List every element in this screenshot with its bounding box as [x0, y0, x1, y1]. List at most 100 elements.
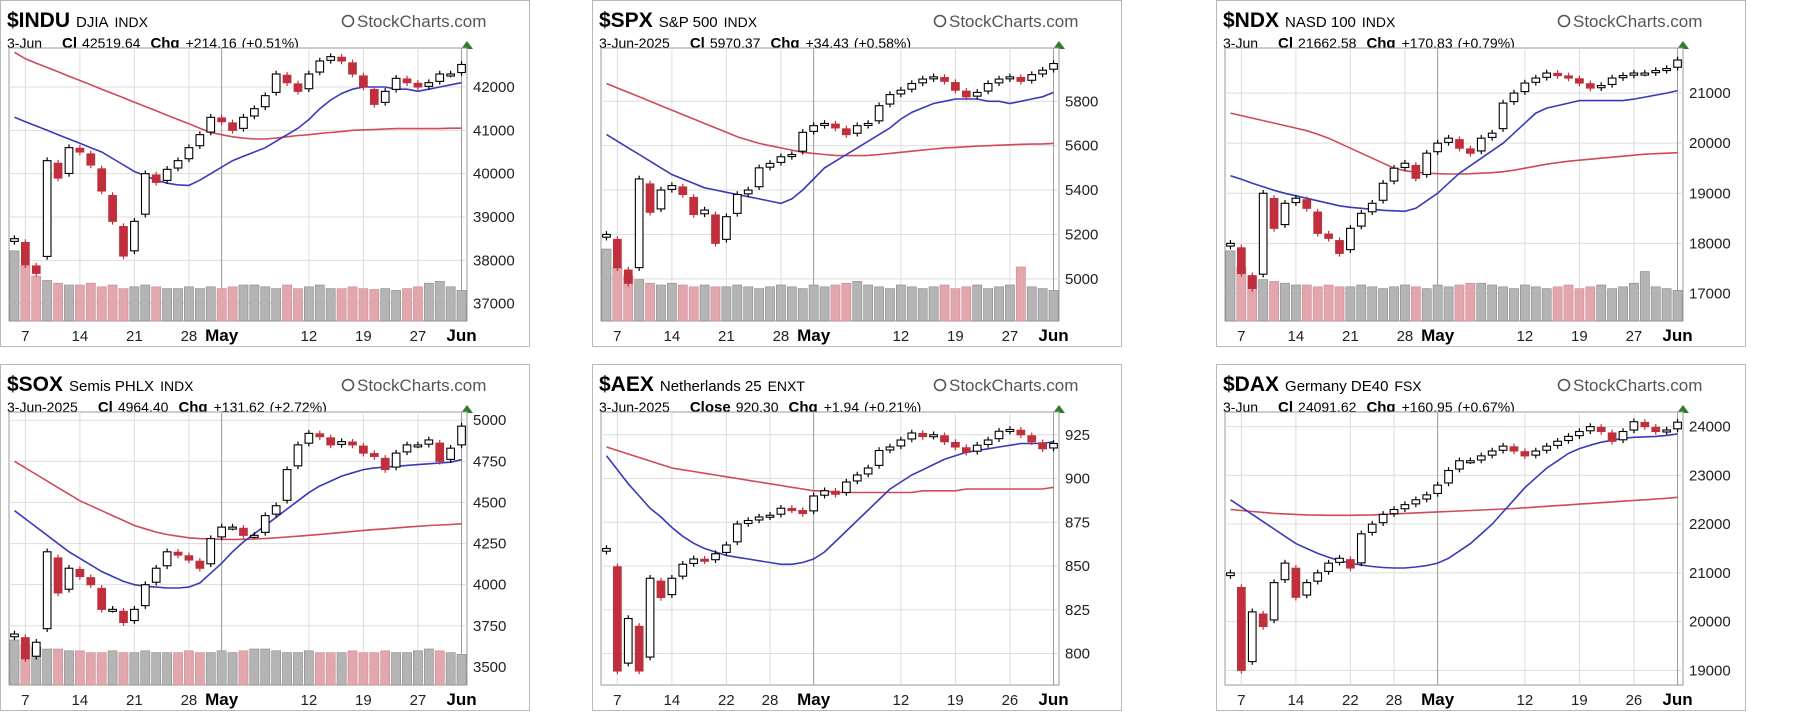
volume-bar [118, 288, 129, 322]
candle [260, 92, 270, 110]
title-symbol: $AEX [599, 373, 654, 396]
title-exchange: INDX [724, 14, 758, 30]
x-tick-label: 12 [301, 328, 318, 345]
y-tick-label: 20000 [1689, 135, 1731, 152]
volume-bar [434, 650, 445, 686]
candle [1433, 139, 1443, 155]
volume-bar [413, 286, 423, 322]
volume-bar [85, 652, 96, 686]
volume-bar [1487, 284, 1498, 322]
candle [108, 192, 117, 225]
y-tick-label: 5000 [473, 412, 506, 429]
chart-panel: $SPX S&P 500 INDX StockCharts.com 3-Jun-2025… [592, 0, 1122, 347]
candle [380, 455, 390, 473]
candle [86, 574, 96, 588]
x-tick-label: 28 [762, 692, 779, 709]
candle [1585, 80, 1595, 92]
candle [435, 439, 445, 465]
candle [1378, 511, 1388, 526]
candle [457, 422, 466, 449]
volume-bar [1661, 288, 1672, 322]
volume-bar [9, 639, 20, 686]
title-name: DJIA [76, 14, 109, 31]
volume-bar [1465, 282, 1476, 322]
candle [391, 449, 401, 471]
candle [602, 545, 611, 555]
x-tick-label: May [205, 690, 239, 709]
volume-bar [1552, 286, 1563, 322]
brand-label: StockCharts.com [357, 12, 486, 31]
volume-bar [434, 281, 445, 322]
y-tick-label: 3500 [473, 659, 506, 676]
candle [1487, 447, 1497, 459]
candle [1258, 610, 1268, 630]
candle [1411, 496, 1421, 508]
candle [359, 72, 368, 91]
volume-bar [1389, 286, 1399, 322]
candle [10, 630, 19, 641]
copyright-icon [933, 14, 947, 28]
volume-bar [391, 290, 401, 322]
y-tick-label: 4000 [473, 577, 506, 594]
candle [1411, 162, 1421, 182]
chart-title: $INDU DJIA INDX [7, 9, 149, 32]
quote-chg: +170.83 [1402, 35, 1453, 51]
volume-bar [1476, 282, 1487, 322]
title-exchange: FSX [1394, 378, 1422, 394]
candle [1585, 423, 1595, 435]
candle [678, 183, 688, 198]
candle [239, 525, 248, 539]
y-tick-label: 3750 [473, 618, 506, 635]
x-tick-label: 14 [72, 328, 89, 345]
volume-bar [9, 250, 20, 322]
candle [31, 262, 41, 277]
quote-chg: +160.95 [1402, 399, 1453, 415]
candle [10, 235, 19, 245]
y-tick-label: 4500 [473, 494, 506, 511]
candle [97, 165, 107, 195]
candle [678, 560, 688, 580]
volume-bar [1509, 288, 1519, 322]
candle [97, 585, 107, 613]
volume-bar [173, 288, 183, 322]
volume-bar [797, 288, 808, 322]
volume-bar [402, 288, 412, 322]
x-tick-label: May [1421, 690, 1455, 709]
moving-average-long [1230, 496, 1678, 517]
volume-bar [347, 286, 358, 322]
candle [798, 507, 808, 517]
plot-area [8, 47, 468, 322]
candle [228, 119, 237, 134]
candle [75, 566, 85, 580]
candle [841, 125, 851, 138]
quote-chg: +1.94 [824, 399, 860, 415]
x-tick-label: Jun [1038, 690, 1068, 709]
candle [612, 563, 622, 675]
volume-bar [841, 282, 852, 322]
chart-svg: $SOX Semis PHLX INDX StockCharts.com 3-Jun-2… [7, 373, 506, 709]
candle [1553, 437, 1562, 449]
x-tick-label: 21 [126, 328, 143, 345]
volume-bar [1291, 284, 1301, 322]
candle [623, 266, 633, 287]
volume-bar [227, 286, 238, 322]
volume-bar [423, 648, 434, 686]
volume-bar [1269, 281, 1279, 322]
x-tick-label: 12 [893, 692, 910, 709]
candle [1400, 501, 1410, 513]
volume-bar [645, 282, 655, 322]
volume-bar [950, 288, 961, 322]
volume-bar [42, 280, 53, 322]
candle [1651, 67, 1661, 76]
volume-bar [194, 288, 205, 322]
candle [1476, 452, 1486, 464]
candle [1553, 70, 1562, 79]
volume-bar [1026, 286, 1037, 322]
candle [348, 438, 357, 449]
candle [1335, 554, 1344, 566]
up-arrow-icon [1053, 405, 1065, 413]
candle [64, 144, 74, 177]
volume-bar [1585, 286, 1596, 322]
x-tick-label: 27 [1002, 328, 1019, 345]
up-arrow-icon [1053, 41, 1065, 49]
